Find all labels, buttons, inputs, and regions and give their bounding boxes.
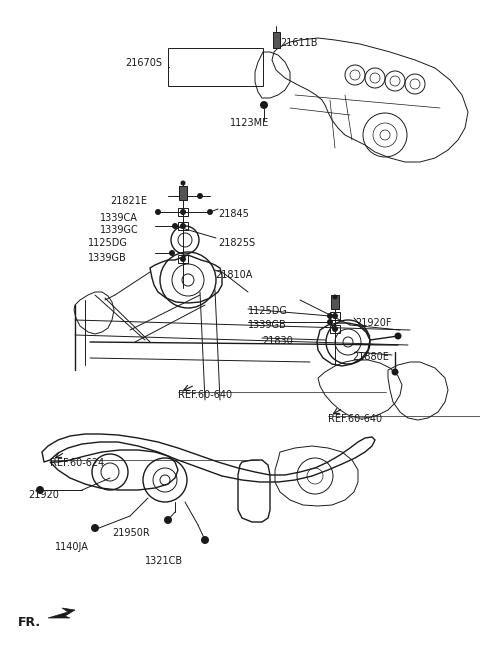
Circle shape	[201, 536, 209, 544]
Text: REF.60-624: REF.60-624	[50, 458, 104, 468]
Circle shape	[180, 209, 186, 215]
Circle shape	[260, 101, 268, 109]
Text: 21880E: 21880E	[352, 352, 389, 362]
Text: 21920F: 21920F	[355, 318, 392, 328]
Bar	[178, 222, 188, 230]
Circle shape	[155, 209, 161, 215]
Text: 1339GC: 1339GC	[100, 225, 139, 235]
Text: 1339GB: 1339GB	[88, 253, 127, 263]
Text: 21825S: 21825S	[218, 238, 255, 248]
Bar	[179, 186, 187, 200]
Text: 21810A: 21810A	[215, 270, 252, 280]
Circle shape	[327, 313, 333, 319]
Text: REF.60-640: REF.60-640	[328, 414, 382, 424]
Text: 1125DG: 1125DG	[248, 306, 288, 316]
Text: REF.60-640: REF.60-640	[178, 390, 232, 400]
Text: FR.: FR.	[18, 616, 41, 629]
Circle shape	[36, 486, 44, 494]
Text: 21821E: 21821E	[110, 196, 147, 206]
Text: 1140JA: 1140JA	[55, 542, 89, 552]
Bar	[178, 255, 188, 263]
Bar	[168, 48, 263, 86]
Text: 1123ME: 1123ME	[230, 118, 269, 128]
Bar	[330, 325, 340, 333]
Circle shape	[169, 250, 175, 256]
Polygon shape	[48, 608, 75, 618]
Circle shape	[180, 256, 186, 262]
Text: 21830: 21830	[262, 336, 293, 346]
Circle shape	[197, 193, 203, 199]
Circle shape	[395, 333, 401, 339]
Text: 21950R: 21950R	[112, 528, 150, 538]
Circle shape	[172, 223, 178, 229]
Text: 21845: 21845	[218, 209, 249, 219]
Circle shape	[327, 319, 333, 325]
Text: 1339CA: 1339CA	[100, 213, 138, 223]
Bar	[273, 32, 279, 48]
Text: 21670S: 21670S	[125, 58, 162, 68]
Bar	[331, 295, 339, 309]
Circle shape	[207, 209, 213, 215]
Text: 1339GB: 1339GB	[248, 320, 287, 330]
Circle shape	[180, 181, 185, 185]
Text: 21611B: 21611B	[280, 38, 317, 48]
Text: 21920: 21920	[28, 490, 59, 500]
Bar	[330, 312, 340, 320]
Circle shape	[332, 313, 338, 319]
Text: 1321CB: 1321CB	[145, 556, 183, 566]
Circle shape	[333, 295, 337, 299]
Circle shape	[164, 516, 172, 524]
Circle shape	[180, 223, 186, 229]
Text: 1125DG: 1125DG	[88, 238, 128, 248]
Circle shape	[91, 524, 99, 532]
Circle shape	[332, 326, 338, 332]
Circle shape	[392, 369, 398, 375]
Bar	[178, 208, 188, 216]
